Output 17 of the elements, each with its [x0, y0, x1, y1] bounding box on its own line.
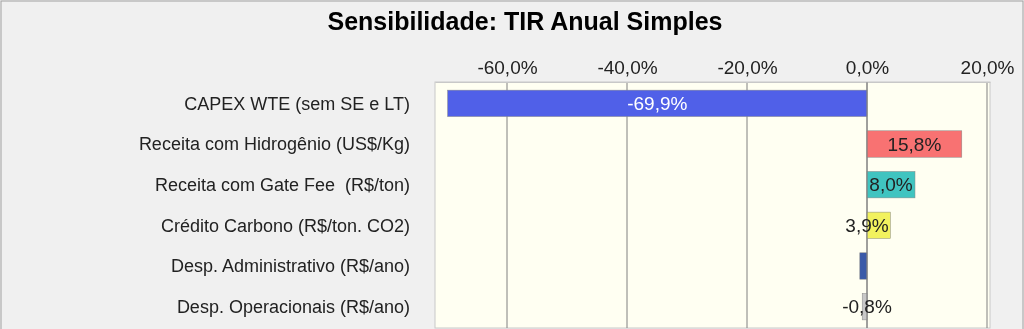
- x-tick-label: -20,0%: [717, 57, 778, 78]
- y-tick-label: Receita com Hidrogênio (US$/Kg): [138, 134, 410, 155]
- x-tick-label: -60,0%: [477, 57, 538, 78]
- data-label: 3,9%: [845, 214, 889, 236]
- x-tick-label: -40,0%: [597, 57, 658, 78]
- y-tick-label: Desp. Administrativo (R$/ano): [170, 256, 410, 277]
- y-tick-label: Desp. Operacionais (R$/ano): [176, 296, 410, 317]
- data-label: 8,0%: [869, 174, 913, 196]
- x-tick-label: 0,0%: [845, 57, 890, 78]
- data-label: -0,8%: [842, 296, 892, 318]
- chart-title: Sensibilidade: TIR Anual Simples: [327, 7, 723, 35]
- data-label: -69,9%: [627, 93, 688, 114]
- y-tick-label: CAPEX WTE (sem SE e LT): [184, 93, 410, 114]
- data-label: 15,8%: [887, 133, 942, 155]
- y-tick-label: Receita com Gate Fee (R$/ton): [154, 174, 410, 195]
- x-tick-label: 20,0%: [960, 57, 1015, 78]
- y-tick-label: Crédito Carbono (R$/ton. CO2): [160, 215, 410, 236]
